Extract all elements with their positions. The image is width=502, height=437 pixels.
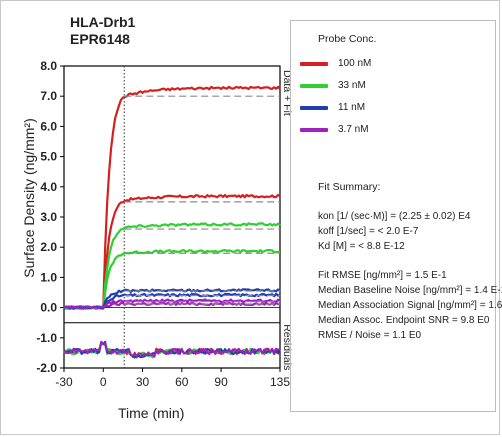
data-series-line bbox=[63, 85, 281, 310]
y-tick-label: 3.0 bbox=[40, 210, 57, 224]
legend-label: 33 nM bbox=[338, 80, 366, 91]
y-tick-label: 5.0 bbox=[40, 150, 57, 164]
x-tick-label: 90 bbox=[214, 375, 228, 389]
legend-swatch bbox=[300, 127, 328, 132]
chart-subtitle: EPR6148 bbox=[70, 31, 130, 47]
x-tick-label: 135 bbox=[270, 375, 290, 389]
legend-item: 100 nM bbox=[300, 58, 371, 69]
legend-label: 11 nM bbox=[338, 102, 366, 113]
legend-item: 3.7 nM bbox=[300, 124, 369, 135]
x-axis-label: Time (min) bbox=[118, 405, 185, 421]
legend-swatch bbox=[300, 105, 328, 110]
legend-label: 100 nM bbox=[338, 58, 372, 69]
legend-title: Probe Conc. bbox=[318, 33, 377, 45]
legend-swatch bbox=[300, 83, 328, 88]
summary-panel bbox=[290, 20, 496, 412]
fit-summary-line: Median Assoc. Endpoint SNR = 9.8 E0 bbox=[318, 315, 490, 326]
y-tick-label: 4.0 bbox=[40, 180, 57, 194]
x-tick-label: 30 bbox=[136, 375, 150, 389]
fit-summary-line: Fit RMSE [ng/mm²] = 1.5 E-1 bbox=[318, 270, 447, 281]
y-axis-label: Surface Density (ng/mm²) bbox=[21, 118, 37, 278]
legend-item: 33 nM bbox=[300, 80, 366, 91]
legend-swatch bbox=[300, 61, 328, 66]
y-tick-label: 7.0 bbox=[40, 89, 57, 103]
fit-summary-line: RMSE / Noise = 1.1 E0 bbox=[318, 330, 422, 341]
x-tick-label: -30 bbox=[55, 375, 73, 389]
fit-summary-line: Median Association Signal [ng/mm²] = 1.6… bbox=[318, 300, 502, 311]
y-tick-label: 1.0 bbox=[40, 270, 57, 284]
y-tick-label: 6.0 bbox=[40, 119, 57, 133]
y-tick-label: -2.0 bbox=[36, 361, 57, 375]
fit-summary-line: kon [1/ (sec·M)] = (2.25 ± 0.02) E4 bbox=[318, 211, 471, 222]
legend-label: 3.7 nM bbox=[338, 124, 369, 135]
fit-summary-line: koff [1/sec] = < 2.0 E-7 bbox=[318, 226, 419, 237]
y-tick-label: -1.0 bbox=[36, 331, 57, 345]
fit-summary-line: Median Baseline Noise [ng/mm²] = 1.4 E-1 bbox=[318, 285, 502, 296]
x-tick-label: 60 bbox=[175, 375, 189, 389]
y-tick-label: 2.0 bbox=[40, 240, 57, 254]
fit-summary-title: Fit Summary: bbox=[318, 181, 381, 193]
chart-title: HLA-Drb1 bbox=[70, 14, 136, 30]
y-tick-label: 0.0 bbox=[40, 301, 57, 315]
fit-summary-line: Kd [M] = < 8.8 E-12 bbox=[318, 241, 405, 252]
legend-item: 11 nM bbox=[300, 102, 365, 113]
y-tick-label: 8.0 bbox=[40, 59, 57, 73]
residual-series-line bbox=[63, 340, 281, 358]
data-series-line bbox=[63, 298, 281, 310]
x-tick-label: 0 bbox=[100, 375, 107, 389]
